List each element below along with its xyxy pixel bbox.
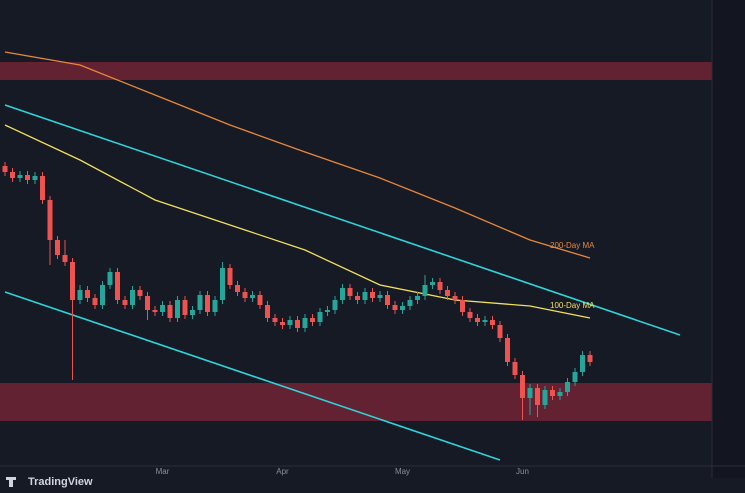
candle-body <box>430 282 435 285</box>
candle-body <box>145 296 150 310</box>
candle-body <box>415 296 420 300</box>
candle-body <box>287 320 293 325</box>
candle-body <box>250 295 255 298</box>
candle-body <box>347 288 353 296</box>
x-tick-label: Jun <box>516 467 529 476</box>
candle-body <box>272 318 278 322</box>
candle-body <box>235 285 240 292</box>
candle-body <box>340 288 345 300</box>
series-label: 200-Day MA <box>550 241 595 250</box>
candle-body <box>227 268 233 285</box>
candle-body <box>220 268 225 300</box>
candle-body <box>377 295 383 298</box>
x-tick-label: Apr <box>276 467 289 476</box>
candle-body <box>332 300 338 310</box>
candle-body <box>542 390 548 405</box>
candle-body <box>355 296 360 300</box>
candle-body <box>265 305 270 318</box>
candle-body <box>55 240 60 255</box>
candle-body <box>325 310 330 312</box>
candle-body <box>62 255 68 262</box>
candle-body <box>197 295 203 310</box>
candle-body <box>25 175 30 180</box>
candle-body <box>497 325 503 338</box>
candle-body <box>445 290 450 296</box>
candle-body <box>152 310 158 312</box>
candle-body <box>392 305 398 310</box>
candle-body <box>295 320 300 328</box>
candle-body <box>10 172 15 178</box>
candle-body <box>527 388 533 398</box>
candle-body <box>310 318 315 322</box>
candle-body <box>520 375 525 398</box>
candle-body <box>122 300 128 305</box>
candle-body <box>2 166 8 172</box>
candle-body <box>565 382 570 392</box>
candle-body <box>490 320 495 325</box>
candle-body <box>92 298 98 305</box>
candle-body <box>212 300 218 312</box>
candle-body <box>85 290 90 298</box>
candle-body <box>422 285 428 296</box>
candle-body <box>317 312 323 322</box>
candle-body <box>362 292 368 300</box>
candle-body <box>400 306 405 310</box>
candle-body <box>257 295 263 305</box>
candle-body <box>182 300 188 315</box>
candle-body <box>32 176 38 180</box>
candle-body <box>407 300 413 306</box>
candle-body <box>535 388 540 405</box>
candle-body <box>452 296 458 300</box>
candle-body <box>572 372 578 382</box>
logo <box>6 477 16 487</box>
series-label: 100-Day MA <box>550 301 595 310</box>
candle-body <box>160 305 165 312</box>
candle-body <box>205 295 210 312</box>
candle-body <box>482 320 488 322</box>
candle-body <box>475 318 480 322</box>
candle-body <box>467 312 473 318</box>
candle-body <box>77 290 83 300</box>
candle-body <box>107 272 113 285</box>
price-axis <box>712 0 745 478</box>
candle-body <box>100 285 105 305</box>
candle-body <box>587 355 593 362</box>
candle-body <box>460 300 465 312</box>
candle-body <box>437 282 443 290</box>
moving-average <box>4 51 591 259</box>
candle-body <box>130 290 135 305</box>
candle-body <box>115 272 120 300</box>
candle-body <box>370 292 375 298</box>
candle-body <box>17 175 23 178</box>
candle-body <box>242 292 248 298</box>
candle-body <box>167 305 173 318</box>
x-tick-label: Mar <box>156 467 170 476</box>
candle-body <box>580 355 585 372</box>
zone <box>0 62 712 80</box>
candle-body <box>137 290 143 296</box>
candle-body <box>385 295 390 305</box>
candle-body <box>47 200 53 240</box>
candle-body <box>280 322 285 325</box>
zone <box>0 383 712 421</box>
candle-body <box>512 362 518 375</box>
candle-body <box>302 318 308 328</box>
candle-body <box>557 392 563 396</box>
moving-average <box>4 124 591 319</box>
x-tick-label: May <box>395 467 410 476</box>
candle-body <box>40 176 45 200</box>
brand: TradingView <box>28 476 93 488</box>
candle-body <box>505 338 510 362</box>
trendline <box>4 291 501 461</box>
trendline <box>4 104 681 336</box>
candle-body <box>190 310 195 315</box>
candle-body <box>550 390 555 396</box>
candle-body <box>70 262 75 300</box>
candle-body <box>175 300 180 318</box>
